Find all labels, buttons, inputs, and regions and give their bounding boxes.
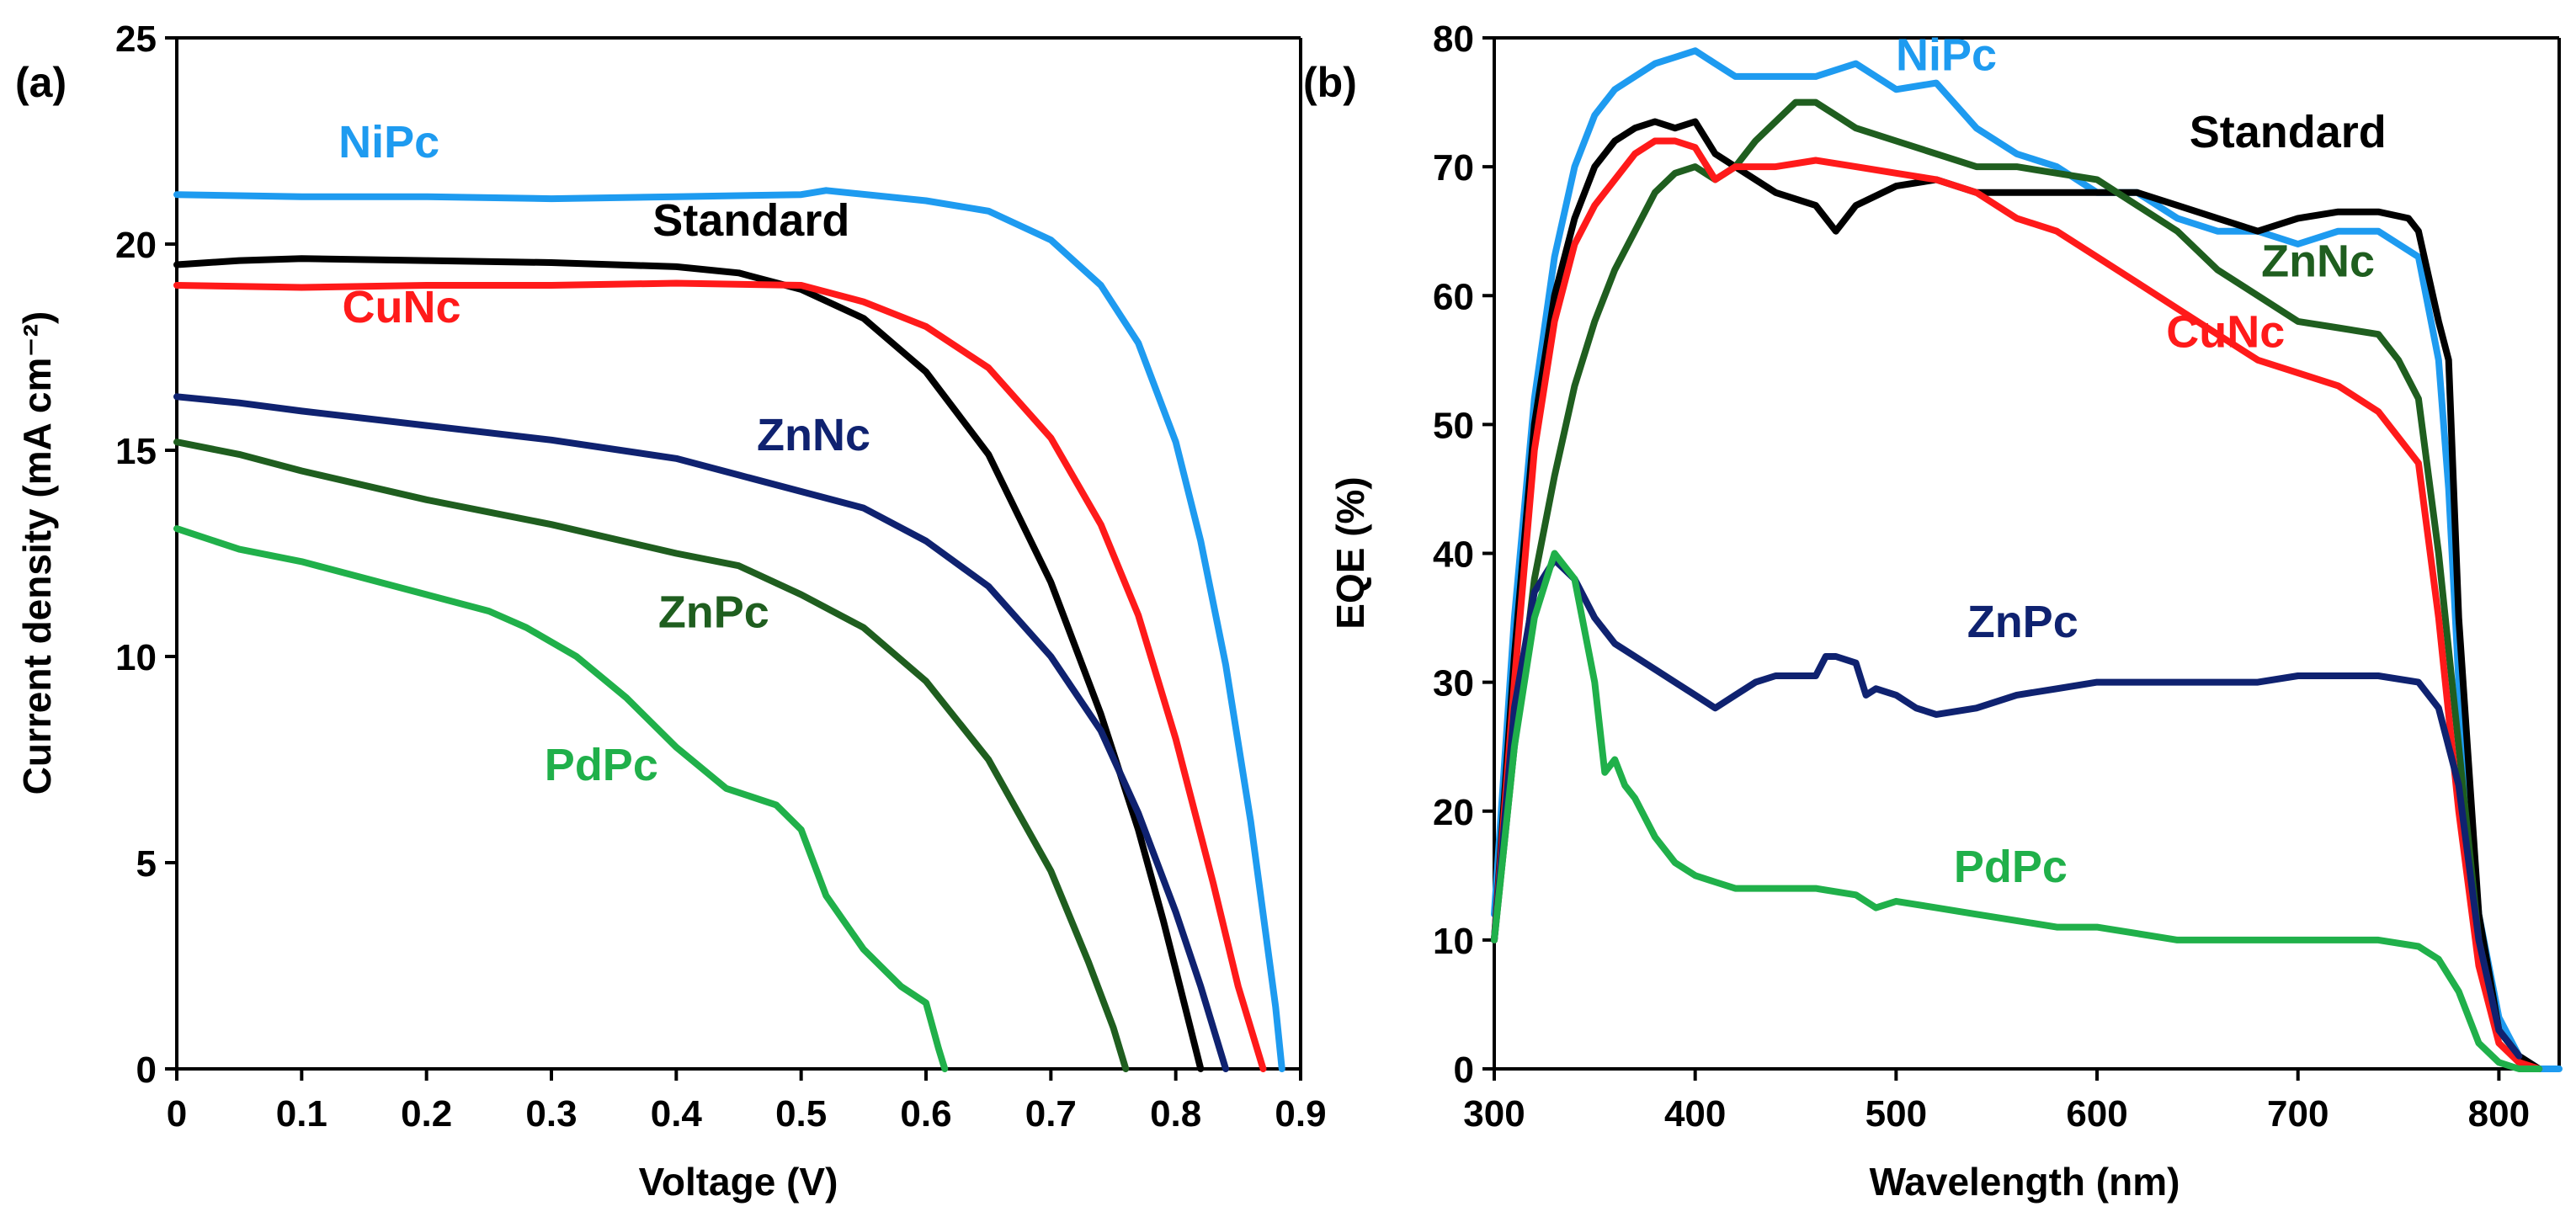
y-tick-label: 15	[115, 431, 157, 472]
series-label-pdpc: PdPc	[545, 740, 658, 790]
series-line-cunc	[1491, 137, 2543, 1072]
panel-a-jv-curves: 0 0.1 0.2 0.3 0.4 0.5 0.6 0.7 0.8 0.9 0 5 10 15 20 25 Vo…	[15, 19, 1327, 1204]
series-line-standard	[173, 255, 1205, 1072]
series-label-nipc: NiPc	[338, 117, 439, 167]
series-line-cunc	[173, 279, 1267, 1072]
x-tick-label: 0.2	[401, 1093, 452, 1135]
x-tick-label: 0.3	[525, 1093, 577, 1135]
series-line-nipc	[173, 187, 1285, 1072]
y-tick-label: 25	[115, 19, 157, 60]
x-axis-title: Voltage (V)	[639, 1160, 838, 1204]
series-label-pdpc: PdPc	[1954, 842, 2068, 892]
x-tick-label: 800	[2468, 1093, 2530, 1135]
x-tick-label: 400	[1664, 1093, 1726, 1135]
y-tick-label: 60	[1433, 276, 1474, 317]
y-tick-label: 40	[1433, 534, 1474, 576]
y-tick-label: 80	[1433, 19, 1474, 60]
y-tick-label: 10	[1433, 921, 1474, 962]
x-tick-label: 500	[1865, 1093, 1927, 1135]
series-line-znnc	[173, 393, 1229, 1072]
y-tick-label: 20	[1433, 792, 1474, 833]
x-tick-label: 0.1	[276, 1093, 327, 1135]
y-tick-label: 5	[136, 843, 157, 885]
x-axis-title: Wavelength (nm)	[1870, 1160, 2180, 1204]
series-label-standard: Standard	[652, 195, 849, 246]
series-line-nipc	[1491, 47, 2563, 1072]
x-tick-label: 0.8	[1150, 1093, 1201, 1135]
series-line-znpc	[1491, 556, 2523, 1060]
series-label-nipc: NiPc	[1896, 29, 1997, 80]
panel-b-eqe-spectra: 300 400 500 600 700 800 0 10 20 30 40 50 60 70 80 Wavel…	[1303, 19, 2563, 1204]
series-label-znpc: ZnPc	[1967, 597, 2078, 647]
series-label-cunc: CuNc	[342, 282, 460, 332]
y-tick-label: 0	[1454, 1050, 1474, 1091]
series-line-pdpc	[173, 525, 949, 1072]
series-label-znpc: ZnPc	[658, 587, 769, 638]
series-label-znnc: ZnNc	[2261, 236, 2375, 286]
series-line-znnc	[1491, 98, 2523, 1060]
y-tick-label: 70	[1433, 147, 1474, 189]
panel-label: (b)	[1303, 59, 1357, 106]
series-label-cunc: CuNc	[2166, 307, 2285, 358]
x-tick-label: 0.7	[1025, 1093, 1077, 1135]
y-tick-label: 10	[115, 637, 157, 678]
series-label-znnc: ZnNc	[757, 410, 870, 460]
y-axis-title: Current density (mA cm⁻²)	[15, 311, 59, 795]
y-tick-label: 50	[1433, 405, 1474, 446]
x-tick-label: 700	[2267, 1093, 2329, 1135]
panel-label: (a)	[15, 59, 67, 106]
x-tick-label: 0.5	[775, 1093, 827, 1135]
y-axis-title: EQE (%)	[1328, 476, 1372, 629]
x-tick-label: 0.6	[900, 1093, 951, 1135]
x-tick-label: 300	[1463, 1093, 1525, 1135]
series-label-standard: Standard	[2190, 107, 2387, 157]
x-tick-label: 0	[167, 1093, 187, 1135]
x-tick-label: 0.4	[651, 1093, 703, 1135]
series-line-standard	[1491, 118, 2543, 1072]
y-tick-label: 20	[115, 225, 157, 266]
series-line-pdpc	[1491, 550, 2543, 1072]
x-tick-label: 0.9	[1275, 1093, 1326, 1135]
series-line-znpc	[173, 438, 1130, 1072]
x-tick-label: 600	[2066, 1093, 2127, 1135]
y-tick-label: 30	[1433, 663, 1474, 704]
y-tick-label: 0	[136, 1050, 157, 1091]
